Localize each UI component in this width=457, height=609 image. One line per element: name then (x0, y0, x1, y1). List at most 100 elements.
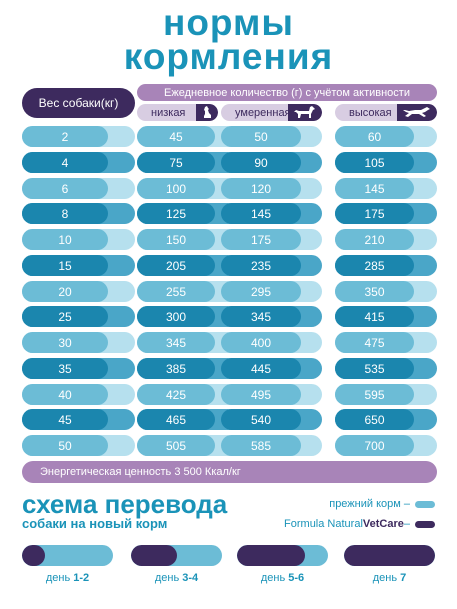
moderate-activity-cell: 120 (221, 178, 322, 199)
weight-cell-value: 40 (22, 384, 108, 405)
high-activity-cell: 175 (335, 203, 437, 224)
low-activity-cell-value: 100 (137, 178, 215, 199)
weight-cell: 2 (22, 126, 135, 147)
transition-day-label: день 3-4 (131, 572, 222, 584)
low-activity-cell-value: 45 (137, 126, 215, 147)
low-activity-cell-value: 465 (137, 409, 215, 430)
low-activity-cell: 385 (137, 358, 238, 379)
legend-old-food: прежний корм – (329, 498, 435, 510)
table-row: 2 45 50 60 (0, 126, 457, 147)
legend-new-swatch (415, 520, 435, 528)
moderate-activity-cell-value: 445 (221, 358, 301, 379)
weight-cell-value: 50 (22, 435, 108, 456)
low-activity-cell: 205 (137, 255, 238, 276)
transition-day-bar (344, 545, 435, 566)
high-activity-cell: 595 (335, 384, 437, 405)
weight-cell: 8 (22, 203, 135, 224)
high-activity-cell-value: 700 (335, 435, 414, 456)
low-activity-cell: 45 (137, 126, 238, 147)
low-activity-cell-value: 125 (137, 203, 215, 224)
table-row: 30 345 400 475 (0, 332, 457, 353)
weight-cell-value: 45 (22, 409, 108, 430)
day-range: 5-6 (288, 572, 305, 584)
low-activity-cell-value: 75 (137, 152, 215, 173)
transition-day-bar (131, 545, 222, 566)
moderate-activity-cell-value: 120 (221, 178, 301, 199)
scheme-subtitle: собаки на новый корм (22, 516, 168, 531)
low-activity-cell-value: 425 (137, 384, 215, 405)
day-word: день (372, 572, 401, 584)
low-activity-cell: 125 (137, 203, 238, 224)
weight-cell: 45 (22, 409, 135, 430)
weight-cell-value: 2 (22, 126, 108, 147)
table-row: 8 125 145 175 (0, 203, 457, 224)
low-activity-cell-value: 150 (137, 229, 215, 250)
table-row: 6 100 120 145 (0, 178, 457, 199)
transition-day-label: день 5-6 (237, 572, 328, 584)
energy-value-bar: Энергетическая ценность 3 500 Ккал/кг (22, 461, 437, 483)
moderate-activity-cell: 50 (221, 126, 322, 147)
moderate-activity-cell: 345 (221, 306, 322, 327)
legend-new-brand: VetCare (362, 518, 404, 530)
weight-cell-value: 10 (22, 229, 108, 250)
weight-cell: 35 (22, 358, 135, 379)
low-activity-cell-value: 300 (137, 306, 215, 327)
high-activity-cell: 285 (335, 255, 437, 276)
weight-cell: 30 (22, 332, 135, 353)
moderate-activity-cell: 90 (221, 152, 322, 173)
table-row: 50 505 585 700 (0, 435, 457, 456)
moderate-activity-cell-value: 495 (221, 384, 301, 405)
high-activity-cell-value: 650 (335, 409, 414, 430)
high-activity-cell: 210 (335, 229, 437, 250)
scheme-title: схема перевода (22, 489, 228, 519)
low-activity-cell-value: 385 (137, 358, 215, 379)
legend-new-food: Formula Natural VetCare – (284, 518, 435, 530)
weight-cell-value: 6 (22, 178, 108, 199)
moderate-activity-cell: 540 (221, 409, 322, 430)
high-activity-cell-value: 145 (335, 178, 414, 199)
weight-cell-value: 15 (22, 255, 108, 276)
high-activity-cell: 475 (335, 332, 437, 353)
low-activity-cell: 255 (137, 281, 238, 302)
standing-dog-icon (288, 104, 322, 121)
high-activity-cell-value: 175 (335, 203, 414, 224)
moderate-activity-cell-value: 145 (221, 203, 301, 224)
table-row: 10 150 175 210 (0, 229, 457, 250)
high-activity-cell-value: 595 (335, 384, 414, 405)
high-activity-cell-value: 350 (335, 281, 414, 302)
high-activity-cell-value: 210 (335, 229, 414, 250)
low-activity-cell-value: 345 (137, 332, 215, 353)
activity-moderate-label: умеренная (235, 106, 291, 119)
page-title: нормы кормления (0, 4, 457, 77)
high-activity-cell: 105 (335, 152, 437, 173)
low-activity-cell: 505 (137, 435, 238, 456)
low-activity-cell: 75 (137, 152, 238, 173)
low-activity-cell: 300 (137, 306, 238, 327)
running-dog-icon (397, 104, 437, 121)
moderate-activity-cell: 145 (221, 203, 322, 224)
weight-cell-value: 25 (22, 306, 108, 327)
low-activity-cell: 425 (137, 384, 238, 405)
new-food-share (344, 545, 435, 566)
moderate-activity-cell-value: 400 (221, 332, 301, 353)
moderate-activity-cell-value: 585 (221, 435, 301, 456)
weight-cell: 4 (22, 152, 135, 173)
high-activity-cell-value: 105 (335, 152, 414, 173)
weight-cell-value: 8 (22, 203, 108, 224)
title-line-2: кормления (123, 36, 334, 77)
activity-header-low: низкая (137, 104, 218, 121)
moderate-activity-cell: 235 (221, 255, 322, 276)
table-row: 4 75 90 105 (0, 152, 457, 173)
day-word: день (45, 572, 74, 584)
weight-cell: 40 (22, 384, 135, 405)
weight-cell: 10 (22, 229, 135, 250)
transition-day-bar (237, 545, 328, 566)
weight-cell-value: 20 (22, 281, 108, 302)
day-range: 1-2 (73, 572, 90, 584)
weight-cell: 20 (22, 281, 135, 302)
legend-old-swatch (415, 500, 435, 508)
legend-old-label: прежний корм – (329, 498, 410, 510)
low-activity-cell-value: 205 (137, 255, 215, 276)
high-activity-cell: 145 (335, 178, 437, 199)
transition-day-label: день 1-2 (22, 572, 113, 584)
